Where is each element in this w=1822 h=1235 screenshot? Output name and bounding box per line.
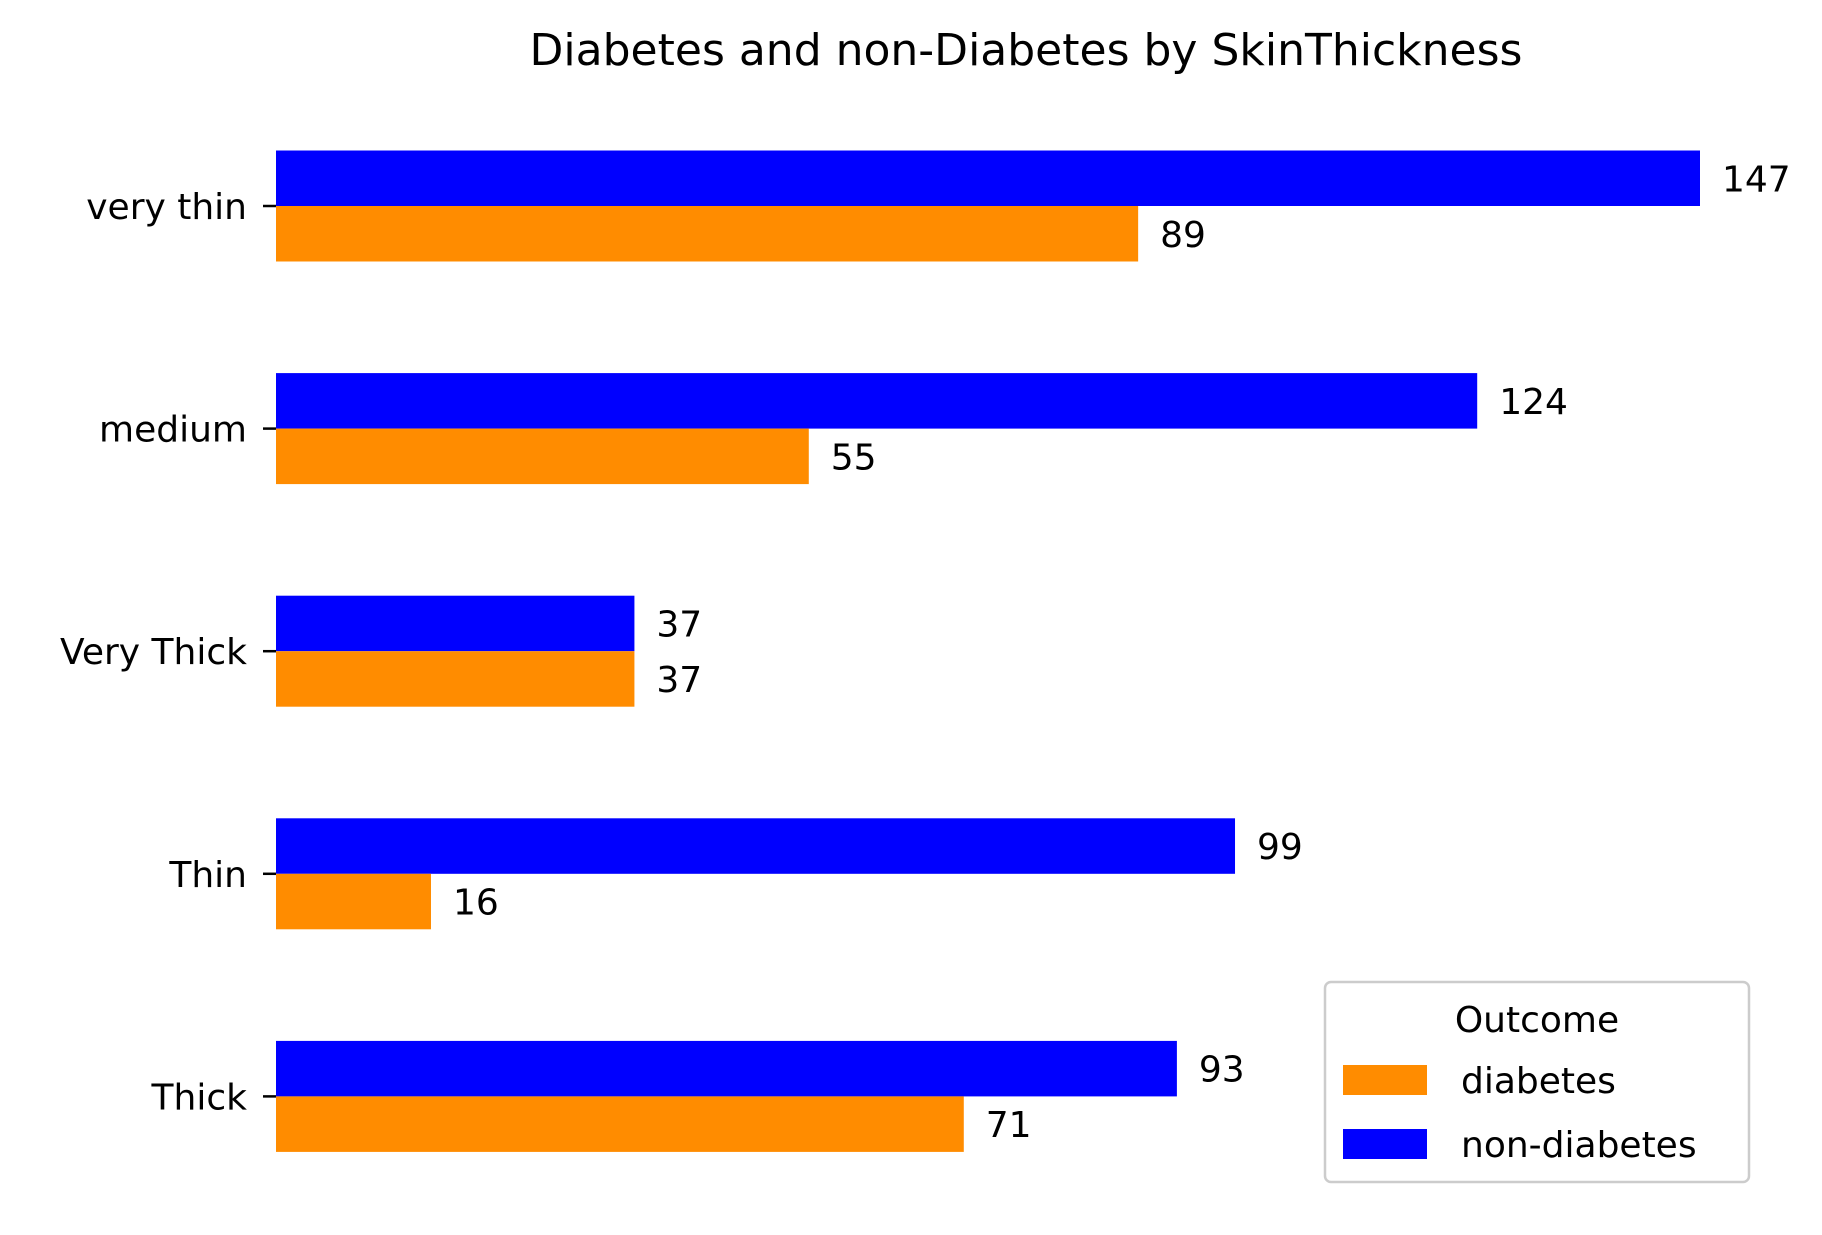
plot-area: very thin medium Very Thick Thin Thick 147 124… [60, 150, 1791, 1152]
bar-non-diabetes-very-thick [276, 595, 635, 652]
data-label-non-diabetes-very-thick: 37 [656, 604, 702, 645]
data-label-diabetes-very-thick: 37 [656, 660, 702, 701]
y-tick-label-thin: Thin [168, 855, 247, 896]
legend-swatch-non-diabetes [1343, 1129, 1427, 1159]
legend-swatch-diabetes [1343, 1065, 1427, 1095]
legend-frame [1323, 980, 1751, 1184]
bar-diabetes-thin [276, 873, 431, 930]
y-tick-label-very-thick: Very Thick [60, 632, 247, 673]
data-label-diabetes-thick: 71 [986, 1105, 1032, 1146]
bar-diabetes-medium [276, 428, 809, 485]
bar-non-diabetes-medium [276, 373, 1478, 429]
data-label-non-diabetes-very-thin: 147 [1722, 159, 1791, 200]
chart-title: Diabetes and non-Diabetes by SkinThickne… [530, 25, 1523, 76]
data-label-non-diabetes-thin: 99 [1257, 827, 1303, 868]
y-tick-label-very-thin: very thin [86, 187, 247, 228]
bar-diabetes-very-thin [276, 206, 1139, 262]
data-label-diabetes-very-thin: 89 [1160, 215, 1206, 256]
bar-non-diabetes-thick [276, 1040, 1177, 1097]
bar-non-diabetes-thin [276, 818, 1236, 874]
bar-diabetes-very-thick [276, 651, 635, 707]
bar-non-diabetes-very-thin [276, 150, 1700, 206]
data-label-diabetes-medium: 55 [831, 437, 877, 478]
data-label-non-diabetes-medium: 124 [1499, 382, 1568, 423]
legend-label-non-diabetes: non-diabetes [1461, 1125, 1697, 1166]
y-tick-label-thick: Thick [151, 1077, 248, 1118]
bar-diabetes-thick [276, 1096, 964, 1152]
legend: Outcome diabetes non-diabetes [1323, 980, 1751, 1184]
y-tick-label-medium: medium [99, 410, 247, 451]
legend-label-diabetes: diabetes [1461, 1061, 1616, 1102]
data-label-non-diabetes-thick: 93 [1199, 1050, 1245, 1091]
data-label-diabetes-thin: 16 [453, 883, 499, 924]
legend-title: Outcome [1455, 1000, 1619, 1041]
